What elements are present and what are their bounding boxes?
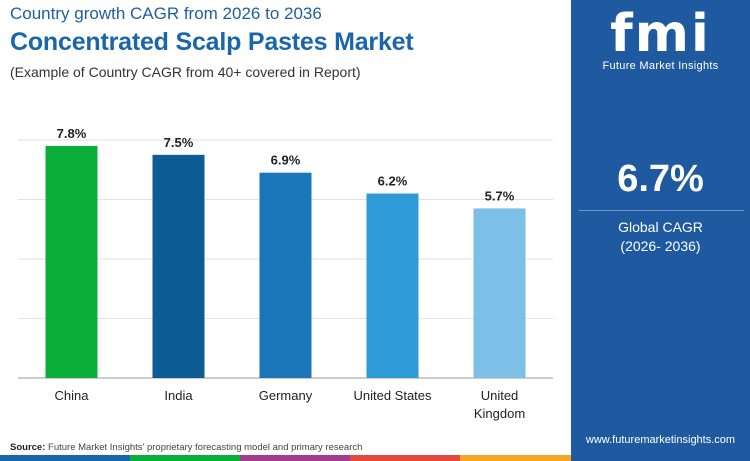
data-label: 6.2% <box>378 174 408 189</box>
chart-note: (Example of Country CAGR from 40+ covere… <box>10 64 361 80</box>
global-cagr-period: (2026- 2036) <box>620 238 701 254</box>
strip-segment <box>0 455 130 461</box>
category-label: Germany <box>259 388 313 403</box>
bar-germany <box>259 172 312 378</box>
category-label: United <box>481 388 519 403</box>
bar-united-kingdom <box>473 208 526 378</box>
data-label: 7.8% <box>57 126 87 141</box>
strip-segment <box>240 455 350 461</box>
bar-chart: 7.8% China 7.5% India 6.9% Germany 6.2% United … <box>18 126 553 421</box>
global-cagr-label: Global CAGR <box>618 219 703 235</box>
divider <box>579 210 744 211</box>
data-label: 6.9% <box>271 153 301 168</box>
strip-segment <box>130 455 240 461</box>
bar-china <box>45 145 98 378</box>
source-label: Source: <box>10 442 46 453</box>
bar-india <box>152 154 205 378</box>
data-label: 5.7% <box>485 188 515 203</box>
category-label: Kingdom <box>474 406 525 421</box>
logo-name: Future Market Insights <box>602 60 719 72</box>
strip-segment <box>460 455 571 461</box>
global-cagr-value: 6.7% <box>617 158 704 200</box>
category-label: United States <box>353 388 432 403</box>
logo-mark: fmi <box>610 4 711 64</box>
data-label: 7.5% <box>164 135 194 150</box>
chart-title: Concentrated Scalp Pastes Market <box>10 28 414 56</box>
bar-united-states <box>366 193 419 378</box>
fmi-logo: fmi Future Market Insights <box>571 6 750 72</box>
side-panel: fmi Future Market Insights 6.7% Global C… <box>571 0 750 461</box>
website-link[interactable]: www.futuremarketinsights.com <box>585 434 736 446</box>
source-note: Source: Future Market Insights' propriet… <box>10 442 362 453</box>
category-label: China <box>55 388 90 403</box>
chart-subtitle: Country growth CAGR from 2026 to 2036 <box>10 4 322 23</box>
strip-segment <box>350 455 460 461</box>
source-text: Future Market Insights' proprietary fore… <box>48 442 363 453</box>
category-label: India <box>164 388 193 403</box>
footer-color-strip <box>0 455 571 461</box>
